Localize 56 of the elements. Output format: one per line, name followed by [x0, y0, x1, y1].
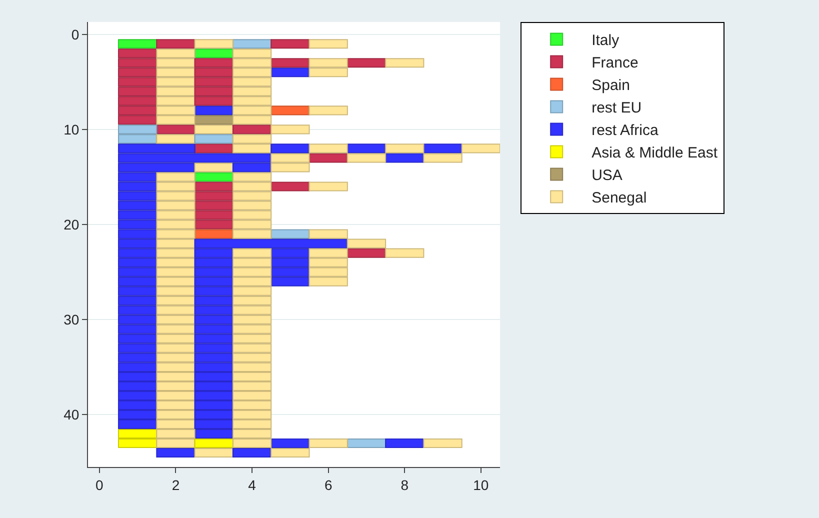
bar	[270, 438, 310, 448]
bar	[270, 68, 310, 78]
bar	[156, 134, 196, 144]
bar	[346, 438, 386, 448]
bar	[232, 448, 272, 458]
y-tick-label: 30	[64, 312, 80, 328]
bar	[156, 448, 196, 458]
x-tick-label: 0	[96, 476, 104, 493]
bar	[308, 106, 348, 116]
x-tick-label: 6	[324, 476, 332, 493]
y-tick-label: 10	[64, 121, 80, 138]
bar	[346, 248, 386, 258]
bar	[194, 144, 234, 154]
bar	[346, 58, 386, 68]
bar	[194, 438, 234, 448]
y-tick-label: 40	[64, 406, 80, 423]
bar	[194, 229, 234, 239]
bar	[423, 438, 462, 448]
legend-label: Italy	[592, 32, 620, 50]
bar	[270, 144, 310, 154]
bar	[156, 124, 196, 134]
x-tick-label: 2	[172, 476, 180, 493]
bar	[270, 58, 310, 68]
bar	[346, 144, 386, 154]
legend-label: Asia & Middle East	[592, 144, 718, 162]
legend-label: France	[592, 54, 638, 72]
bar	[308, 39, 348, 49]
y-tick-label: 0	[71, 26, 80, 42]
legend-label: USA	[592, 167, 622, 184]
legend-label: Senegal	[592, 190, 647, 207]
bar	[194, 448, 234, 458]
bar	[232, 124, 272, 134]
y-tick-label: 20	[64, 216, 80, 232]
bar	[270, 39, 310, 49]
bar	[270, 106, 310, 116]
bar	[308, 182, 348, 192]
bar	[194, 48, 234, 58]
bar	[194, 106, 234, 116]
bar	[270, 229, 310, 239]
x-tick-label: 4	[248, 476, 256, 493]
x-tick-label: 8	[400, 476, 409, 493]
bar	[194, 115, 234, 125]
legend-label: rest Africa	[592, 122, 659, 140]
legend-label: Spain	[592, 77, 630, 94]
bar	[270, 182, 310, 192]
bar	[194, 134, 234, 144]
bar	[118, 39, 158, 49]
bar	[385, 438, 424, 448]
bar	[423, 144, 462, 154]
legend-label: rest EU	[592, 100, 642, 117]
bar	[385, 58, 424, 68]
bar	[385, 153, 424, 163]
x-tick-label: 10	[473, 476, 489, 493]
bar	[156, 39, 196, 49]
bar	[308, 153, 348, 163]
bar	[232, 39, 272, 49]
